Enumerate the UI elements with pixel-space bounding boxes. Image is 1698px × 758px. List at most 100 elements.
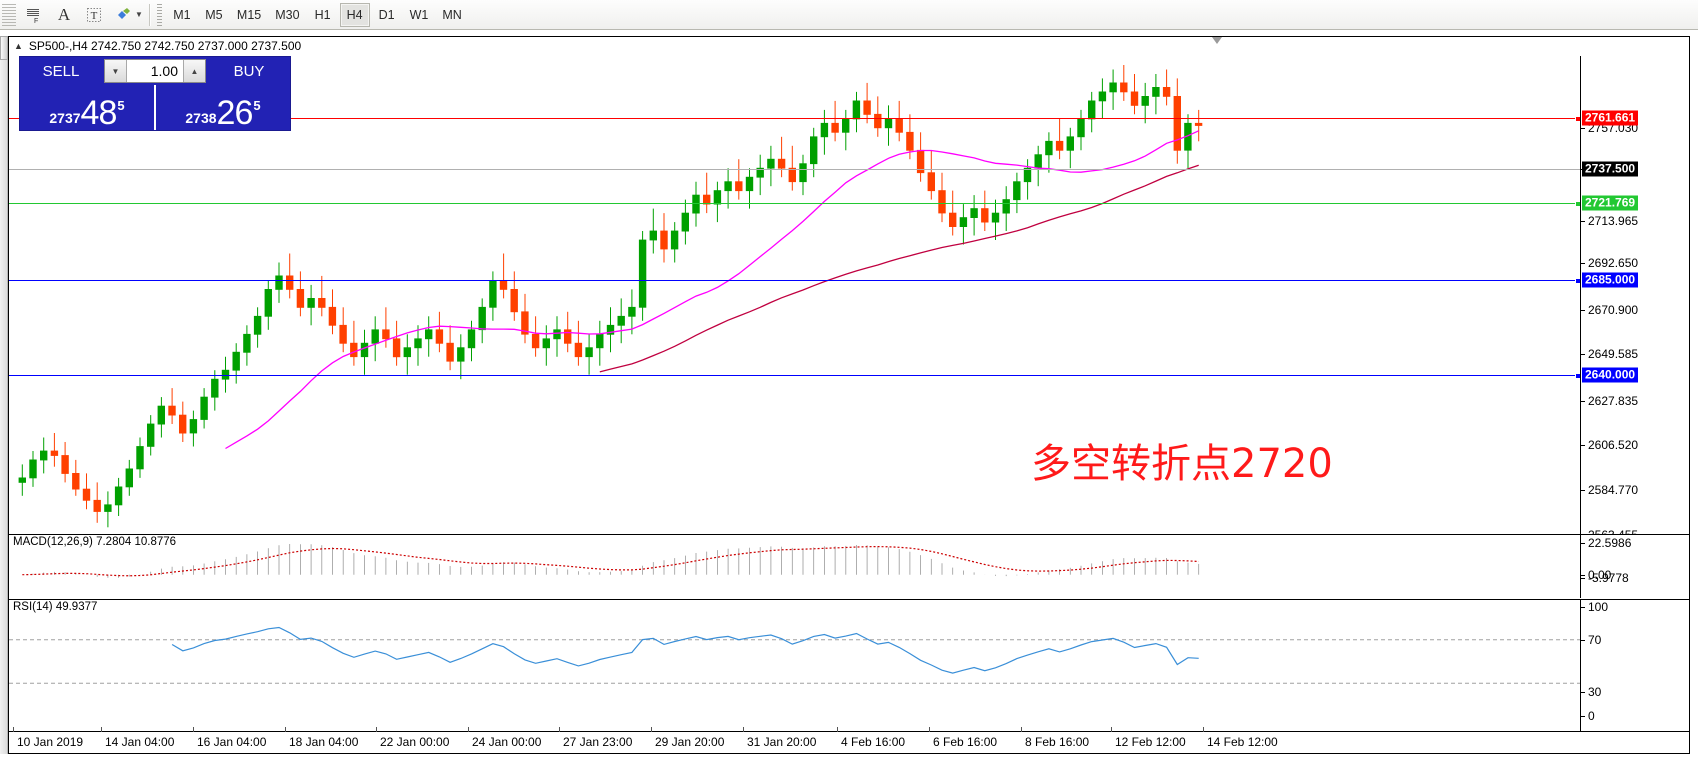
timeframe-d1[interactable]: D1 (378, 7, 395, 22)
rsi-tick-label: 30 (1588, 685, 1602, 699)
time-tick-label: 18 Jan 04:00 (289, 735, 359, 749)
rsi-tick (1581, 640, 1585, 641)
rsi-tick (1581, 692, 1585, 693)
time-tick (468, 727, 469, 732)
timeframe-h1[interactable]: H1 (314, 7, 331, 22)
price-tick (1581, 221, 1585, 222)
line-2685-handle[interactable] (1575, 278, 1580, 284)
volume-value[interactable]: 1.00 (127, 60, 183, 82)
last-price-line (9, 169, 1580, 170)
symbol-ohlc-text: SP500-,H4 2742.750 2742.750 2737.000 273… (28, 39, 302, 53)
toolbar-drag-grip[interactable] (2, 3, 16, 26)
ask-line-handle[interactable] (1575, 116, 1580, 122)
time-tick (101, 727, 102, 732)
ask-line-label[interactable]: 2761.661 (1582, 110, 1639, 126)
last-price-label[interactable]: 2737.500 (1582, 161, 1639, 177)
time-tick-label: 12 Feb 12:00 (1115, 735, 1186, 749)
support-line-2640[interactable] (9, 373, 1580, 379)
price-tick (1581, 128, 1585, 129)
text-label-icon[interactable]: T (79, 2, 109, 28)
macd-pane: MACD(12,26,9) 7.2804 10.8776 22.5986 0.00… (9, 534, 1689, 598)
buy-price-integer: 2738 (185, 110, 217, 126)
price-scale[interactable]: 2757.0302735.7152713.9652692.6502670.900… (1580, 56, 1689, 542)
line-2640-handle[interactable] (1575, 373, 1580, 379)
time-tick (1203, 727, 1204, 732)
trade-panel[interactable]: SELL ▼ 1.00 ▲ BUY 2737 48 5 2738 26 5 (19, 56, 291, 131)
timeframe-mn[interactable]: MN (442, 7, 462, 22)
chart-scroll-marker[interactable] (1212, 37, 1222, 45)
macd-tick (1581, 575, 1585, 576)
ask-level-line[interactable] (9, 116, 1580, 122)
sell-price-quote[interactable]: 2737 48 5 (20, 85, 154, 130)
time-tick-label: 31 Jan 20:00 (747, 735, 817, 749)
sell-button[interactable]: SELL (20, 57, 102, 85)
candlestick-series (18, 65, 1203, 528)
text-A-icon[interactable]: A (57, 4, 71, 24)
resistance-line-2685[interactable] (9, 278, 1580, 284)
price-tick-label: 2713.965 (1588, 214, 1639, 228)
time-tick-label: 16 Jan 04:00 (197, 735, 267, 749)
time-scale[interactable]: 10 Jan 2019 14 Jan 04:00 16 Jan 04:00 18 Ja… (9, 727, 1689, 753)
time-tick-label: 6 Feb 16:00 (933, 735, 998, 749)
grid-icon[interactable]: F (19, 2, 49, 28)
volume-field[interactable]: ▼ 1.00 ▲ (104, 59, 206, 83)
timeframe-h4[interactable]: H4 (339, 2, 370, 27)
support-level-label[interactable]: 2685.000 (1582, 272, 1639, 288)
price-tick (1581, 354, 1585, 355)
price-tick (1581, 263, 1585, 264)
macd-scale[interactable]: 22.5986 0.00 -5.9778 (1580, 535, 1689, 598)
chart-annotation-text[interactable]: 多空转折点2720 (1031, 441, 1333, 487)
volume-decrease-icon[interactable]: ▼ (105, 60, 127, 82)
bid-line-label[interactable]: 2721.769 (1582, 195, 1639, 211)
rsi-tick (1581, 716, 1585, 717)
timeframe-m5[interactable]: M5 (205, 7, 223, 22)
bid-line-handle[interactable] (1575, 201, 1580, 207)
objects-icon[interactable] (109, 2, 139, 28)
rsi-tick-label: 70 (1588, 633, 1602, 647)
price-tick-label: 2627.835 (1588, 394, 1639, 408)
timeframe-m15[interactable]: M15 (236, 7, 262, 22)
buy-price-quote[interactable]: 2738 26 5 (154, 85, 290, 130)
svg-text:T: T (91, 10, 98, 22)
time-tick-label: 29 Jan 20:00 (655, 735, 725, 749)
buy-button[interactable]: BUY (208, 57, 290, 85)
price-tick (1581, 401, 1585, 402)
time-tick-label: 8 Feb 16:00 (1025, 735, 1090, 749)
bid-level-line[interactable] (9, 201, 1580, 207)
support-level-label-2[interactable]: 2640.000 (1582, 367, 1639, 383)
macd-tick (1581, 543, 1585, 544)
svg-text:F: F (34, 18, 38, 25)
time-tick (1111, 727, 1112, 732)
timeframe-m1[interactable]: M1 (173, 7, 191, 22)
rsi-scale[interactable]: 100 70 30 0 (1580, 600, 1689, 732)
rsi-tick-label: 0 (1588, 709, 1595, 723)
sell-price-main: 48 (80, 94, 118, 133)
scrollbar-thumb[interactable] (0, 36, 8, 60)
rsi-series (9, 626, 1580, 684)
macd-tick-label: -5.9778 (1588, 571, 1629, 585)
time-tick (929, 727, 930, 732)
time-tick (837, 727, 838, 732)
time-tick-label: 10 Jan 2019 (17, 735, 84, 749)
collapse-triangle-icon[interactable]: ▲ (14, 41, 23, 51)
macd-tick-label: 22.5986 (1588, 536, 1632, 550)
time-tick (13, 727, 14, 732)
volume-increase-icon[interactable]: ▲ (183, 60, 205, 82)
timeframe-group-grip[interactable] (156, 3, 162, 26)
macd-series (22, 544, 1200, 578)
chart-window: ▲ SP500-,H4 2742.750 2742.750 2737.000 2… (8, 36, 1690, 754)
time-tick-label: 4 Feb 16:00 (841, 735, 906, 749)
main-toolbar: F A T ▼ M1 M5 M15 M30 H1 H4 D1 W1 (0, 0, 1698, 30)
time-tick (559, 727, 560, 732)
vertical-scrollbar[interactable] (0, 36, 8, 754)
timeframe-w1[interactable]: W1 (409, 7, 429, 22)
price-tick-label: 2606.520 (1588, 438, 1639, 452)
time-tick-label: 14 Jan 04:00 (105, 735, 175, 749)
macd-tick-label: 0.00 (1588, 568, 1612, 582)
macd-label: MACD(12,26,9) 7.2804 10.8776 (13, 536, 177, 548)
chevron-down-icon[interactable]: ▼ (135, 10, 143, 19)
buy-price-main: 26 (216, 94, 254, 133)
timeframe-m30[interactable]: M30 (275, 7, 300, 22)
price-plot-area[interactable]: 多空转折点2720 (9, 56, 1580, 534)
symbol-header: ▲ SP500-,H4 2742.750 2742.750 2737.000 2… (9, 37, 1689, 55)
